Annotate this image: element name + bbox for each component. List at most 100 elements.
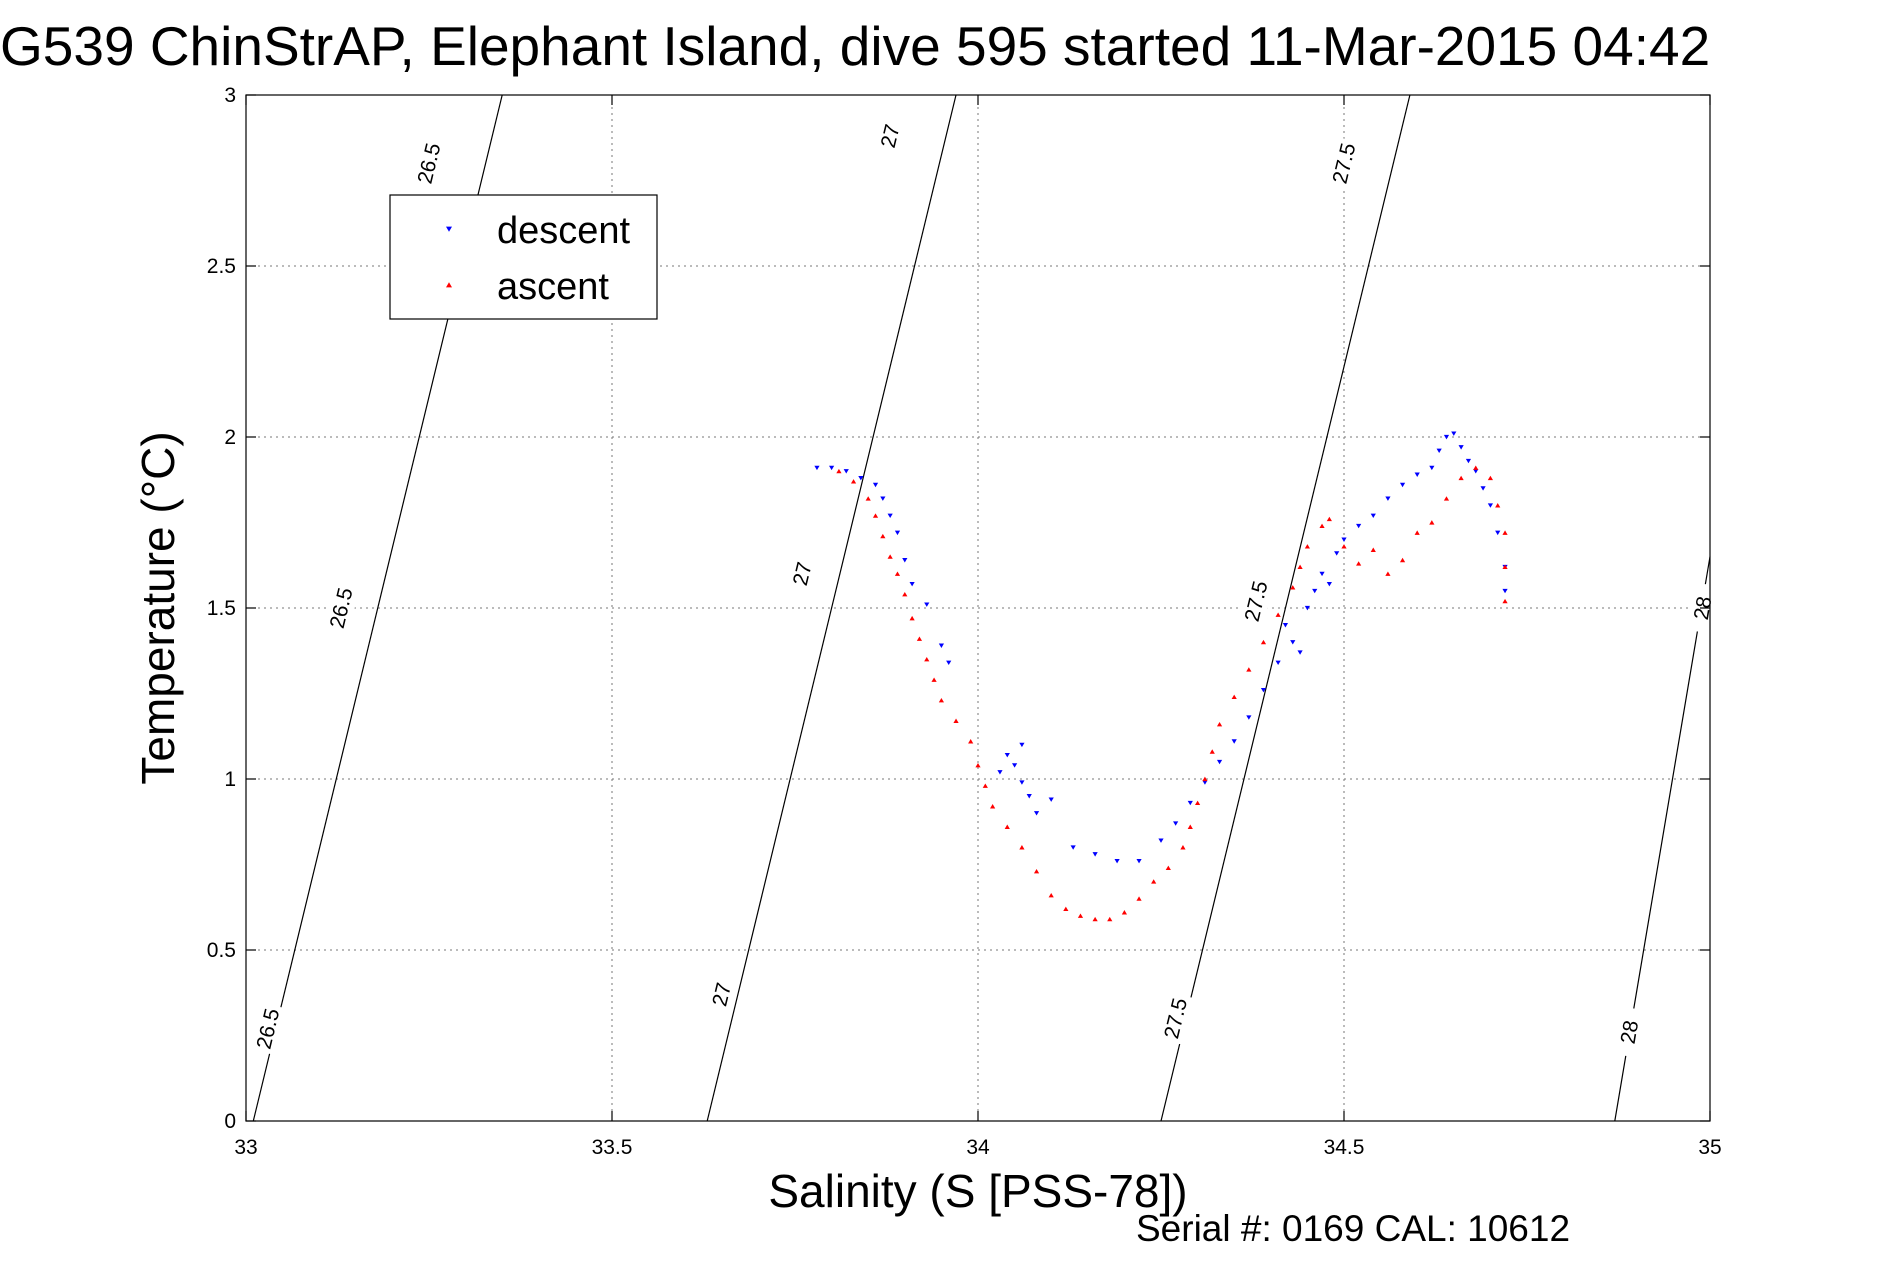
legend-label-ascent: ascent: [497, 266, 609, 308]
ascent-point: [1092, 916, 1098, 922]
descent-point: [1187, 800, 1193, 806]
ascent-point: [1187, 824, 1193, 829]
ascent-point: [894, 571, 901, 576]
descent-point: [1026, 794, 1032, 799]
ascent-point: [1502, 564, 1508, 570]
ascent-point: [1326, 516, 1332, 522]
descent-point: [1092, 852, 1098, 857]
descent-point: [909, 581, 915, 587]
ascent-point: [1502, 598, 1508, 604]
descent-point: [1275, 660, 1281, 666]
legend-box: [389, 194, 658, 320]
legend-marker-ascent: [446, 282, 452, 288]
descent-point: [1290, 640, 1296, 645]
descent-point: [1297, 650, 1303, 655]
descent-point: [1136, 859, 1142, 864]
ascent-point: [968, 739, 974, 744]
descent-point: [829, 465, 835, 471]
descent-point: [1216, 759, 1223, 765]
ascent-point: [990, 804, 996, 809]
ascent-point: [1209, 749, 1215, 754]
ascent-point: [1195, 800, 1201, 806]
descent-point: [880, 496, 886, 501]
descent-point: [1019, 742, 1025, 748]
ascent-point: [887, 554, 893, 559]
contour-label-bg: [249, 1002, 287, 1056]
ascent-point: [916, 636, 923, 641]
contour-label-bg: [410, 137, 448, 190]
descent-point: [1502, 588, 1508, 594]
ascent-point: [982, 783, 988, 788]
contour-label-bg: [1325, 137, 1363, 190]
legend: descent ascent: [389, 194, 658, 320]
data-series: [814, 431, 1508, 922]
ascent-point: [975, 762, 981, 768]
descent-point: [1173, 821, 1179, 826]
ascent-point: [1399, 557, 1406, 563]
ascent-point: [1048, 892, 1054, 898]
ascent-point: [850, 479, 857, 484]
ascent-point: [1246, 667, 1252, 672]
descent-point: [1304, 605, 1310, 611]
ascent-point: [872, 513, 879, 518]
ascent-point: [880, 533, 886, 539]
descent-point: [1033, 811, 1040, 816]
y-tick-label: 2.5: [207, 255, 236, 278]
ascent-point: [865, 496, 871, 501]
ascent-point: [1356, 561, 1362, 566]
contour-label-bg: [322, 581, 360, 635]
ascent-point: [1121, 910, 1127, 915]
descent-point: [1458, 445, 1464, 450]
ascent-point: [1260, 639, 1267, 645]
descent-point: [1465, 458, 1472, 464]
descent-point: [1202, 780, 1208, 785]
descent-point: [1436, 448, 1442, 454]
ascent-point: [1077, 913, 1084, 918]
descent-point: [858, 475, 864, 481]
descent-point: [1385, 496, 1391, 501]
ascent-point: [1019, 845, 1025, 850]
density-contour-line: [1160, 94, 1411, 1122]
ascent-point: [1151, 879, 1157, 884]
ascent-point: [1341, 544, 1347, 549]
ascent-point: [1443, 496, 1450, 501]
ascent-point: [1370, 547, 1376, 552]
x-tick-label: 33.5: [592, 1136, 633, 1159]
descent-point: [902, 558, 908, 563]
descent-point: [1019, 780, 1025, 785]
ascent-point: [1275, 612, 1281, 617]
descent-point: [1370, 513, 1376, 518]
contour-label-bg: [703, 968, 741, 1021]
descent-point: [1260, 688, 1267, 693]
y-tick-label: 2: [224, 426, 236, 449]
descent-point: [997, 770, 1003, 775]
descent-point: [1319, 571, 1325, 577]
x-tick-label: 33: [234, 1136, 257, 1159]
contour-label: 28: [1617, 1019, 1644, 1046]
contour-label-bg: [1612, 1006, 1647, 1058]
descent-point: [1334, 551, 1340, 556]
descent-point: [1312, 588, 1318, 594]
y-tick-label: 0: [224, 1110, 236, 1133]
descent-point: [872, 482, 879, 488]
ascent-point: [1063, 906, 1069, 912]
ascent-point: [1304, 544, 1310, 549]
ascent-point: [931, 677, 937, 682]
descent-point: [1399, 482, 1406, 488]
contour-label-bg: [871, 109, 909, 163]
descent-point: [1356, 523, 1362, 529]
descent-point: [887, 513, 893, 518]
series-ascent: [836, 465, 1508, 922]
serial-footer: Serial #: 0169 CAL: 10612: [1136, 1208, 1570, 1249]
ascent-point: [1385, 571, 1391, 576]
ascent-point: [909, 615, 915, 621]
descent-point: [1231, 739, 1237, 744]
descent-point: [1114, 859, 1120, 864]
series-descent: [814, 431, 1508, 864]
ascent-point: [953, 718, 959, 723]
chart-title: G539 ChinStrAP, Elephant Island, dive 59…: [0, 15, 1710, 77]
descent-point: [938, 643, 944, 648]
contour-label-bg: [784, 547, 821, 601]
